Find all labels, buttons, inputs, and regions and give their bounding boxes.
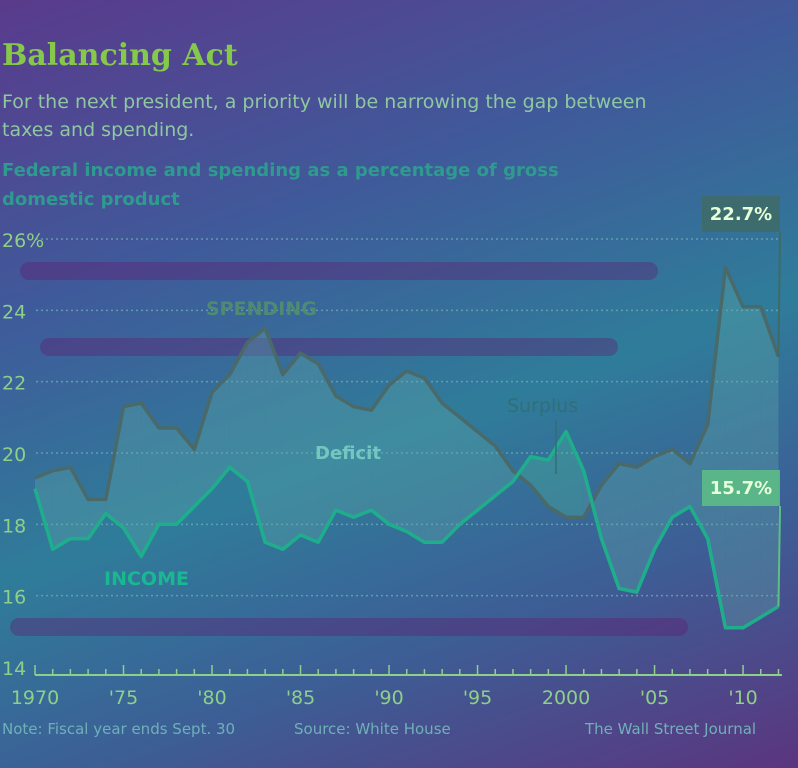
deficit-area — [141, 403, 159, 557]
deficit-area — [247, 328, 266, 543]
deficit-area — [212, 374, 230, 489]
x-tick-label: '80 — [197, 687, 226, 709]
deficit-area — [743, 306, 761, 628]
deficit-area — [194, 392, 213, 507]
deficit-area — [725, 267, 744, 628]
axis-layer: 26% 24 22 20 18 16 14 1970 '75 '80 '85 '90 '95 2000 '0… — [2, 230, 782, 709]
x-tick-label: '75 — [109, 687, 138, 709]
deficit-area — [442, 403, 460, 543]
fill-layer — [35, 267, 779, 628]
deficit-area — [176, 428, 195, 525]
series-line-income — [33, 429, 780, 630]
chart-title: Balancing Act — [2, 38, 238, 73]
series-layer — [33, 265, 781, 630]
income-end-leader — [777, 505, 781, 607]
deficit-area — [282, 353, 301, 550]
deficit-area — [52, 467, 71, 550]
footer-source: Source: White House — [294, 720, 451, 738]
footer-brand: The Wall Street Journal — [585, 720, 757, 738]
spending-end-badge — [702, 196, 780, 232]
x-tick-label: 2000 — [542, 687, 590, 709]
deficit-area — [88, 499, 106, 539]
deficit-area — [70, 467, 89, 539]
surplus-label: Surplus — [507, 395, 578, 417]
income-label: INCOME — [104, 568, 189, 590]
deficit-area — [760, 306, 779, 618]
spending-end-leader — [777, 231, 781, 357]
y-tick-label: 20 — [2, 444, 26, 466]
y-tick-label: 22 — [2, 373, 26, 395]
deficit-area — [123, 403, 142, 557]
deficit-area — [300, 353, 319, 543]
y-tick-label: 16 — [2, 587, 26, 609]
y-tick-label: 24 — [2, 301, 26, 323]
surplus-area — [530, 456, 549, 507]
chart-subtitle: For the next president, a priority will … — [2, 91, 647, 141]
deficit-area — [389, 370, 407, 532]
y-tick-label: 26% — [2, 230, 44, 252]
x-tick-label: 1970 — [11, 687, 59, 709]
deficit-area — [229, 342, 248, 482]
deficit-area — [406, 370, 425, 543]
deficit-area — [424, 378, 443, 543]
deficit-area — [707, 267, 726, 628]
deficit-area — [318, 363, 336, 543]
x-tick-label: '05 — [640, 687, 669, 709]
income-end-badge — [702, 470, 780, 506]
deficit-area — [477, 431, 496, 511]
y-tick-label: 14 — [2, 658, 26, 680]
x-tick-label: '95 — [463, 687, 492, 709]
grid-layer — [36, 238, 780, 597]
deficit-area — [265, 328, 283, 550]
deficit-area — [371, 385, 390, 525]
y-tick-label: 18 — [2, 515, 26, 537]
deficit-area — [335, 395, 354, 518]
spending-end-value: 22.7% — [710, 204, 772, 225]
series-line-spending — [34, 265, 781, 519]
deficit-area — [689, 424, 708, 539]
annotation-layer: SPENDING INCOME Deficit Surplus 22.7% 15.7% — [104, 196, 781, 607]
surplus-area — [566, 431, 584, 518]
income-end-value: 15.7% — [710, 478, 772, 499]
deficit-area — [619, 463, 637, 593]
x-tick-label: '90 — [374, 687, 403, 709]
x-tick-label: '10 — [728, 687, 757, 709]
footer-note: Note: Fiscal year ends Sept. 30 — [2, 720, 236, 738]
deficit-area — [601, 463, 620, 589]
deficit-label: Deficit — [315, 443, 381, 464]
deficit-area — [158, 428, 177, 525]
deficit-area — [353, 406, 372, 518]
x-tick-label: '85 — [286, 687, 315, 709]
deficit-area — [672, 449, 690, 518]
deficit-area — [459, 417, 478, 525]
chart-heading: Federal income and spending as a percent… — [2, 160, 559, 210]
spending-label: SPENDING — [206, 298, 317, 320]
